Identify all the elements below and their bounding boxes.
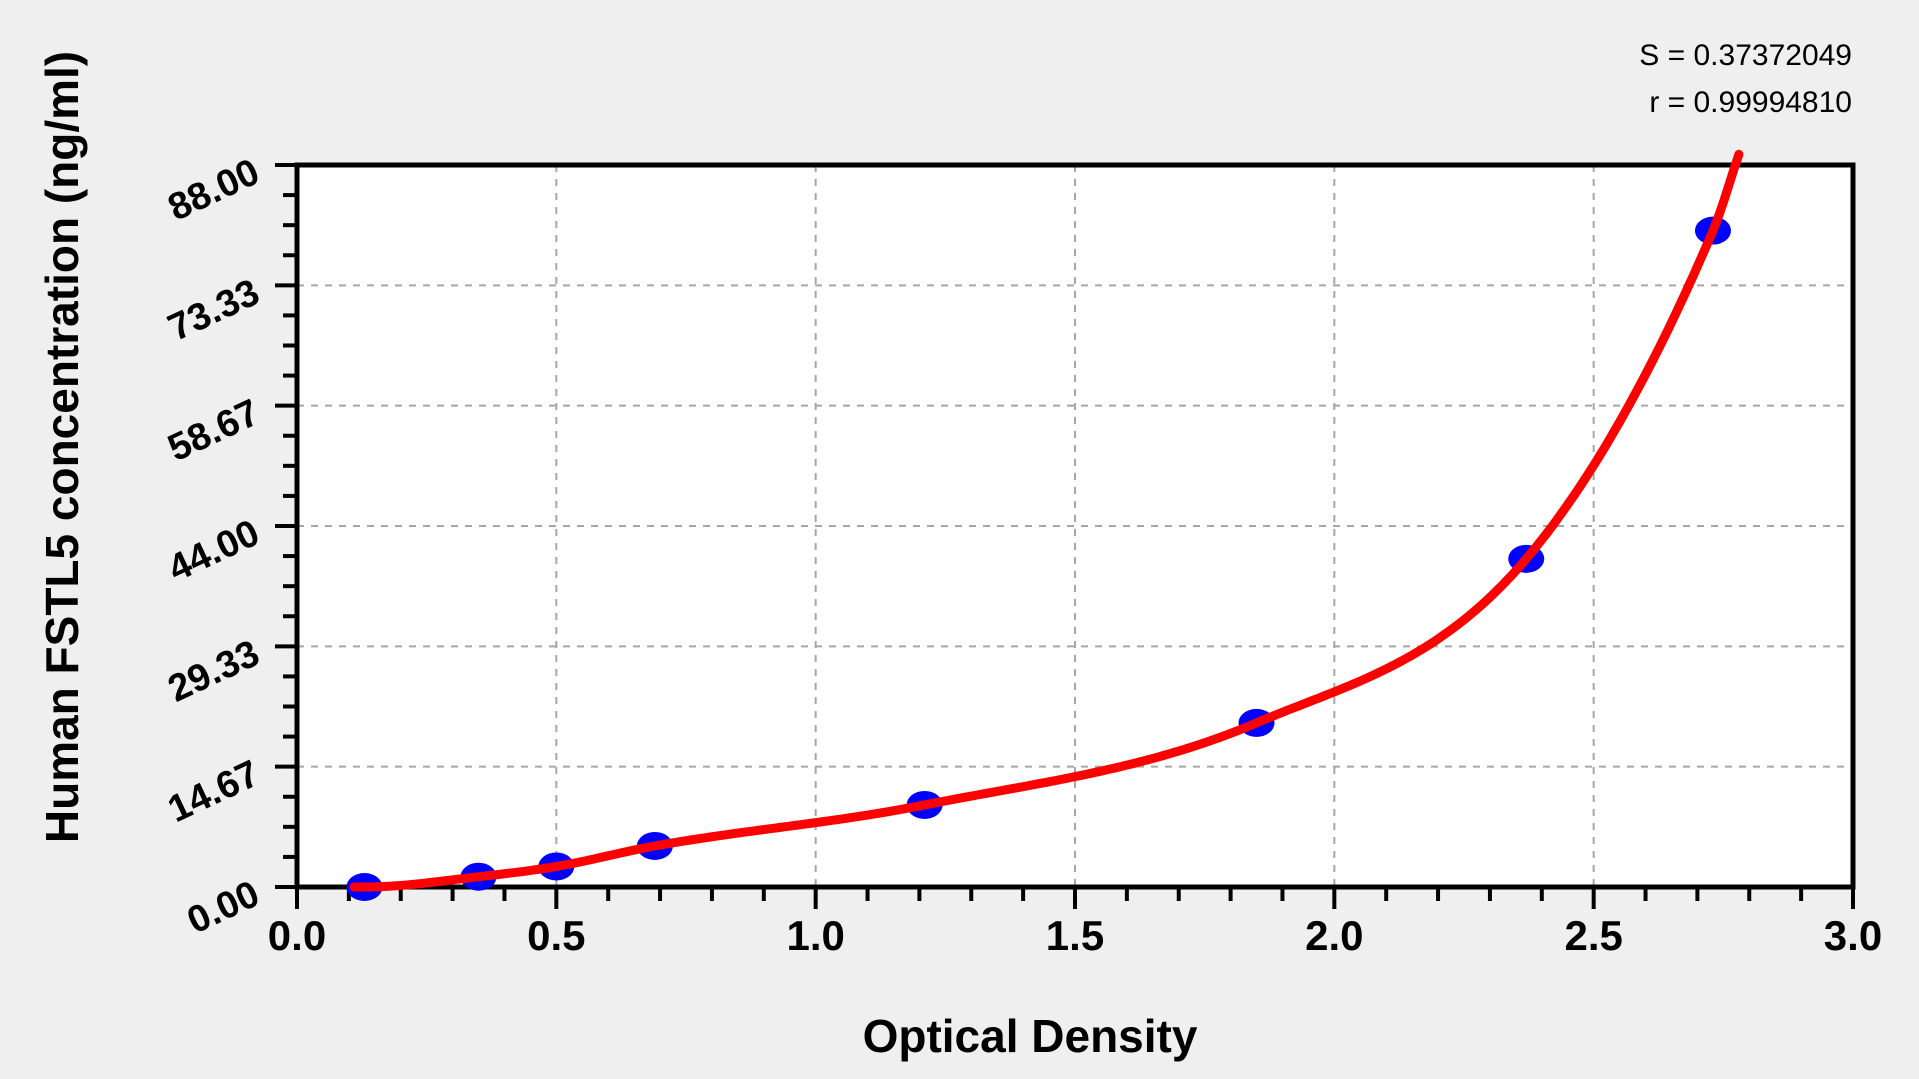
y-tick-label: 73.33	[162, 271, 266, 349]
fit-curve	[349, 149, 1744, 892]
y-tick-label: 88.00	[162, 151, 266, 229]
y-tick-label: 14.67	[162, 753, 266, 831]
y-tick-label: 44.00	[162, 512, 266, 590]
y-axis-title: Human FSTL5 concentration (ng/ml)	[36, 50, 88, 844]
fit-statistics: S = 0.37372049 r = 0.99994810	[1639, 32, 1852, 126]
plot-frame	[294, 162, 1856, 890]
x-tick-label: 3.0	[1824, 912, 1882, 959]
fit-standard-error: S = 0.37372049	[1639, 39, 1852, 72]
y-tick-label: 29.33	[162, 632, 266, 710]
x-tick-label: 2.0	[1305, 912, 1363, 959]
x-tick-label: 0.0	[268, 912, 326, 959]
x-tick-label: 1.0	[786, 912, 844, 959]
x-tick-label: 2.5	[1564, 912, 1622, 959]
x-tick-label: 1.5	[1046, 912, 1104, 959]
x-tick-label: 0.5	[527, 912, 585, 959]
x-axis-title: Optical Density	[862, 1010, 1198, 1062]
fit-correlation: r = 0.99994810	[1649, 86, 1852, 119]
y-tick-label: 0.00	[181, 873, 266, 942]
plot-area	[297, 165, 1853, 887]
y-tick-label: 58.67	[162, 392, 266, 470]
